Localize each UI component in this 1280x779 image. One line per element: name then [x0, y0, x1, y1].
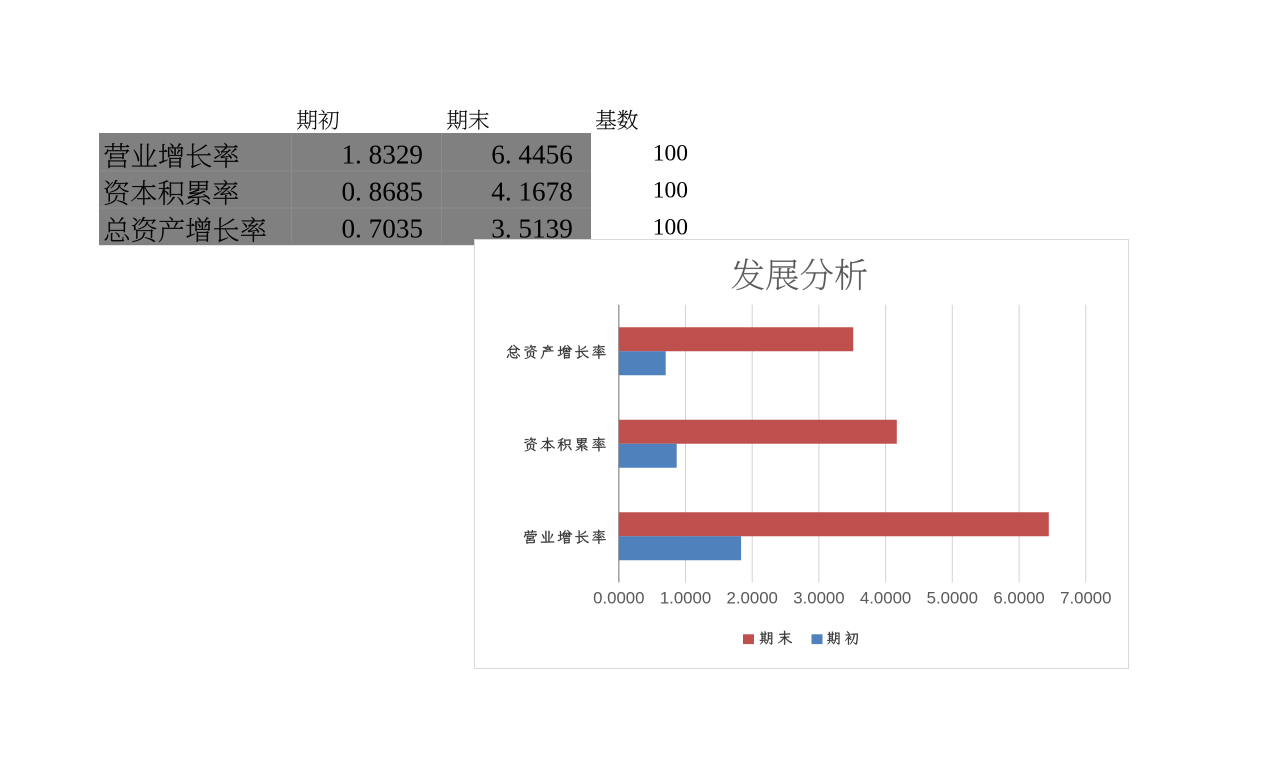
svg-text:100: 100	[653, 215, 688, 241]
svg-text:1.0000: 1.0000	[660, 589, 711, 608]
svg-text:100: 100	[653, 178, 688, 204]
svg-text:4.0000: 4.0000	[860, 589, 911, 608]
svg-text:0.0000: 0.0000	[593, 589, 644, 608]
svg-text:100: 100	[653, 141, 688, 167]
svg-text:2.0000: 2.0000	[727, 589, 778, 608]
svg-text:3. 5139: 3. 5139	[491, 214, 573, 244]
svg-text:4. 1678: 4. 1678	[491, 177, 573, 207]
svg-text:0. 8685: 0. 8685	[341, 177, 423, 207]
svg-text:7.0000: 7.0000	[1060, 589, 1111, 608]
svg-text:5.0000: 5.0000	[927, 589, 978, 608]
svg-text:1. 8329: 1. 8329	[341, 140, 423, 170]
svg-text:6. 4456: 6. 4456	[491, 140, 573, 170]
svg-text:6.0000: 6.0000	[993, 589, 1044, 608]
svg-text:0. 7035: 0. 7035	[341, 214, 423, 244]
svg-text:3.0000: 3.0000	[793, 589, 844, 608]
